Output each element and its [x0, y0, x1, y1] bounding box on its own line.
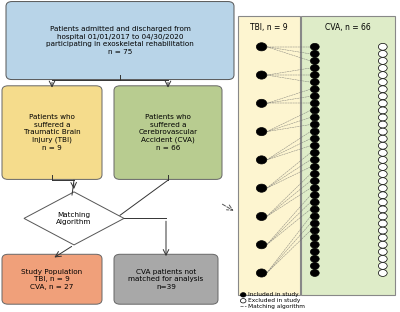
Circle shape [378, 256, 387, 262]
Circle shape [310, 192, 319, 199]
Circle shape [378, 262, 387, 269]
Circle shape [310, 157, 319, 163]
Circle shape [378, 79, 387, 85]
Circle shape [378, 248, 387, 255]
Circle shape [378, 163, 387, 170]
Circle shape [310, 199, 319, 206]
Circle shape [378, 86, 387, 93]
Circle shape [310, 114, 319, 121]
Circle shape [310, 220, 319, 227]
Circle shape [310, 178, 319, 184]
Circle shape [310, 241, 319, 248]
Circle shape [378, 157, 387, 163]
Text: Matching
Algorithm: Matching Algorithm [56, 212, 92, 225]
FancyBboxPatch shape [238, 16, 300, 295]
Polygon shape [24, 192, 124, 245]
Circle shape [378, 241, 387, 248]
Circle shape [378, 72, 387, 79]
Circle shape [310, 185, 319, 192]
Circle shape [310, 256, 319, 262]
Circle shape [310, 171, 319, 178]
Circle shape [256, 241, 267, 249]
Circle shape [256, 128, 267, 136]
Circle shape [256, 71, 267, 79]
Circle shape [240, 293, 246, 297]
Text: Patients admitted and discharged from
hospital 01/01/2017 to 04/30/2020
particip: Patients admitted and discharged from ho… [46, 26, 194, 55]
Circle shape [378, 220, 387, 227]
Circle shape [310, 121, 319, 128]
Circle shape [240, 299, 246, 303]
FancyBboxPatch shape [114, 254, 218, 304]
FancyBboxPatch shape [2, 86, 102, 179]
Circle shape [310, 100, 319, 107]
Circle shape [378, 128, 387, 135]
Circle shape [310, 227, 319, 234]
Circle shape [256, 269, 267, 277]
Circle shape [310, 270, 319, 276]
Circle shape [378, 142, 387, 149]
Circle shape [378, 43, 387, 50]
Circle shape [310, 79, 319, 85]
Circle shape [310, 163, 319, 170]
Circle shape [378, 51, 387, 57]
Circle shape [378, 114, 387, 121]
Circle shape [256, 43, 267, 51]
Text: Patients who
suffered a
Cerebrovascular
Accident (CVA)
n = 66: Patients who suffered a Cerebrovascular … [138, 115, 198, 151]
Circle shape [256, 156, 267, 164]
Text: Patients who
suffered a
Traumatic Brain
Injury (TBI)
n = 9: Patients who suffered a Traumatic Brain … [24, 115, 80, 151]
Circle shape [310, 206, 319, 213]
Circle shape [378, 171, 387, 178]
Circle shape [310, 51, 319, 57]
Circle shape [310, 135, 319, 142]
Circle shape [378, 93, 387, 100]
FancyBboxPatch shape [6, 2, 234, 80]
Circle shape [378, 213, 387, 220]
Text: TBI, n = 9: TBI, n = 9 [250, 23, 288, 32]
Circle shape [378, 149, 387, 156]
Text: Study Population
TBI, n = 9
CVA, n = 27: Study Population TBI, n = 9 CVA, n = 27 [22, 269, 82, 290]
Circle shape [310, 149, 319, 156]
FancyBboxPatch shape [114, 86, 222, 179]
Circle shape [256, 184, 267, 192]
Circle shape [378, 65, 387, 71]
Circle shape [310, 72, 319, 79]
Circle shape [378, 185, 387, 192]
Circle shape [256, 99, 267, 107]
Circle shape [310, 234, 319, 241]
Circle shape [378, 227, 387, 234]
Circle shape [378, 270, 387, 276]
Text: Matching algorithm: Matching algorithm [248, 304, 305, 309]
Circle shape [310, 248, 319, 255]
Circle shape [378, 135, 387, 142]
Circle shape [256, 212, 267, 221]
Circle shape [310, 93, 319, 100]
Circle shape [310, 213, 319, 220]
Circle shape [378, 100, 387, 107]
Text: CVA, n = 66: CVA, n = 66 [325, 23, 371, 32]
Circle shape [310, 57, 319, 64]
Circle shape [378, 192, 387, 199]
Circle shape [310, 142, 319, 149]
Circle shape [378, 121, 387, 128]
Circle shape [310, 65, 319, 71]
FancyBboxPatch shape [2, 254, 102, 304]
Circle shape [378, 107, 387, 114]
Text: Excluded in study: Excluded in study [248, 298, 300, 303]
Circle shape [378, 57, 387, 64]
Circle shape [378, 178, 387, 184]
Circle shape [310, 128, 319, 135]
Circle shape [378, 234, 387, 241]
Circle shape [378, 199, 387, 206]
Circle shape [378, 206, 387, 213]
Text: CVA patients not
matched for analysis
n=39: CVA patients not matched for analysis n=… [128, 269, 204, 290]
Circle shape [310, 107, 319, 114]
Circle shape [310, 262, 319, 269]
Text: Included in study: Included in study [248, 292, 299, 297]
Circle shape [310, 43, 319, 50]
FancyBboxPatch shape [301, 16, 395, 295]
Circle shape [310, 86, 319, 93]
